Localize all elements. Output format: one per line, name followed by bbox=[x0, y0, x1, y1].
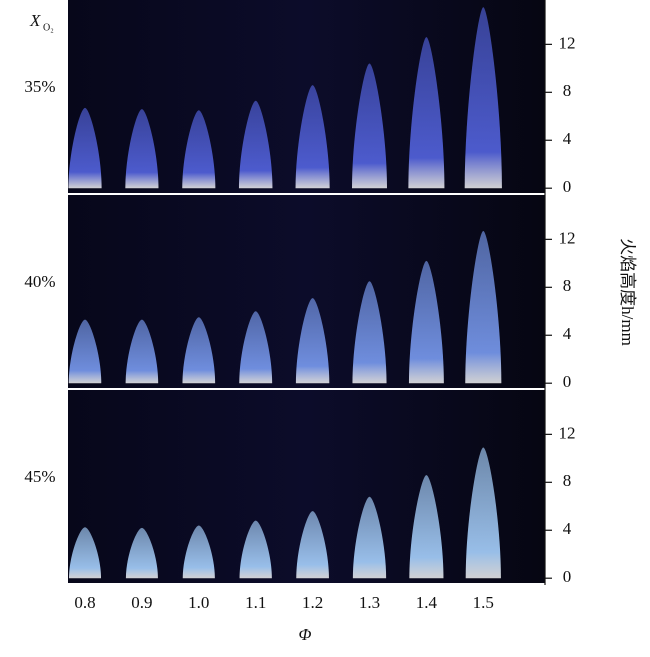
row-title-sub: O₂ bbox=[43, 22, 54, 33]
x-tick-label: 1.0 bbox=[188, 593, 209, 612]
x-tick-label: 0.8 bbox=[74, 593, 95, 612]
x-tick-label: 1.1 bbox=[245, 593, 266, 612]
flame bbox=[125, 319, 159, 384]
y-tick-label: 8 bbox=[563, 276, 572, 295]
flame bbox=[295, 298, 330, 384]
flame bbox=[296, 511, 329, 579]
flame bbox=[182, 110, 216, 189]
y-tick-label: 4 bbox=[563, 129, 572, 148]
flame bbox=[352, 281, 387, 384]
flame bbox=[352, 63, 387, 189]
flame bbox=[68, 107, 102, 189]
y-axis-label: 火焰高度h/mm bbox=[618, 238, 637, 346]
flame bbox=[295, 85, 330, 189]
flame bbox=[68, 319, 102, 384]
row-label: 35% bbox=[24, 77, 55, 96]
y-tick-label: 12 bbox=[559, 228, 576, 247]
x-tick-label: 1.5 bbox=[473, 593, 494, 612]
flame bbox=[408, 37, 445, 189]
flame bbox=[465, 230, 502, 384]
flame bbox=[464, 7, 502, 189]
flame bbox=[182, 525, 215, 579]
y-tick-label: 4 bbox=[563, 519, 572, 538]
x-tick-label: 1.2 bbox=[302, 593, 323, 612]
x-tick-label: 0.9 bbox=[131, 593, 152, 612]
flame bbox=[409, 475, 444, 579]
flame bbox=[182, 317, 216, 384]
row-label: 45% bbox=[24, 467, 55, 486]
x-tick-label: 1.3 bbox=[359, 593, 380, 612]
flame bbox=[239, 311, 273, 384]
y-tick-label: 4 bbox=[563, 324, 572, 343]
flame bbox=[238, 100, 273, 189]
row-title: X bbox=[29, 11, 41, 30]
y-tick-label: 8 bbox=[563, 471, 572, 490]
y-tick-label: 12 bbox=[559, 423, 576, 442]
flame bbox=[239, 520, 272, 579]
y-tick-label: 0 bbox=[563, 372, 572, 391]
flame bbox=[465, 447, 501, 579]
y-tick-label: 0 bbox=[563, 177, 572, 196]
flame bbox=[408, 260, 444, 384]
y-tick-label: 0 bbox=[563, 567, 572, 586]
y-tick-label: 8 bbox=[563, 81, 572, 100]
x-axis-label: Φ bbox=[299, 625, 312, 644]
flame bbox=[125, 109, 159, 189]
flame bbox=[68, 527, 102, 579]
flame bbox=[352, 496, 387, 579]
row-label: 40% bbox=[24, 272, 55, 291]
flame bbox=[125, 527, 158, 579]
x-tick-label: 1.4 bbox=[416, 593, 438, 612]
y-tick-label: 12 bbox=[559, 33, 576, 52]
